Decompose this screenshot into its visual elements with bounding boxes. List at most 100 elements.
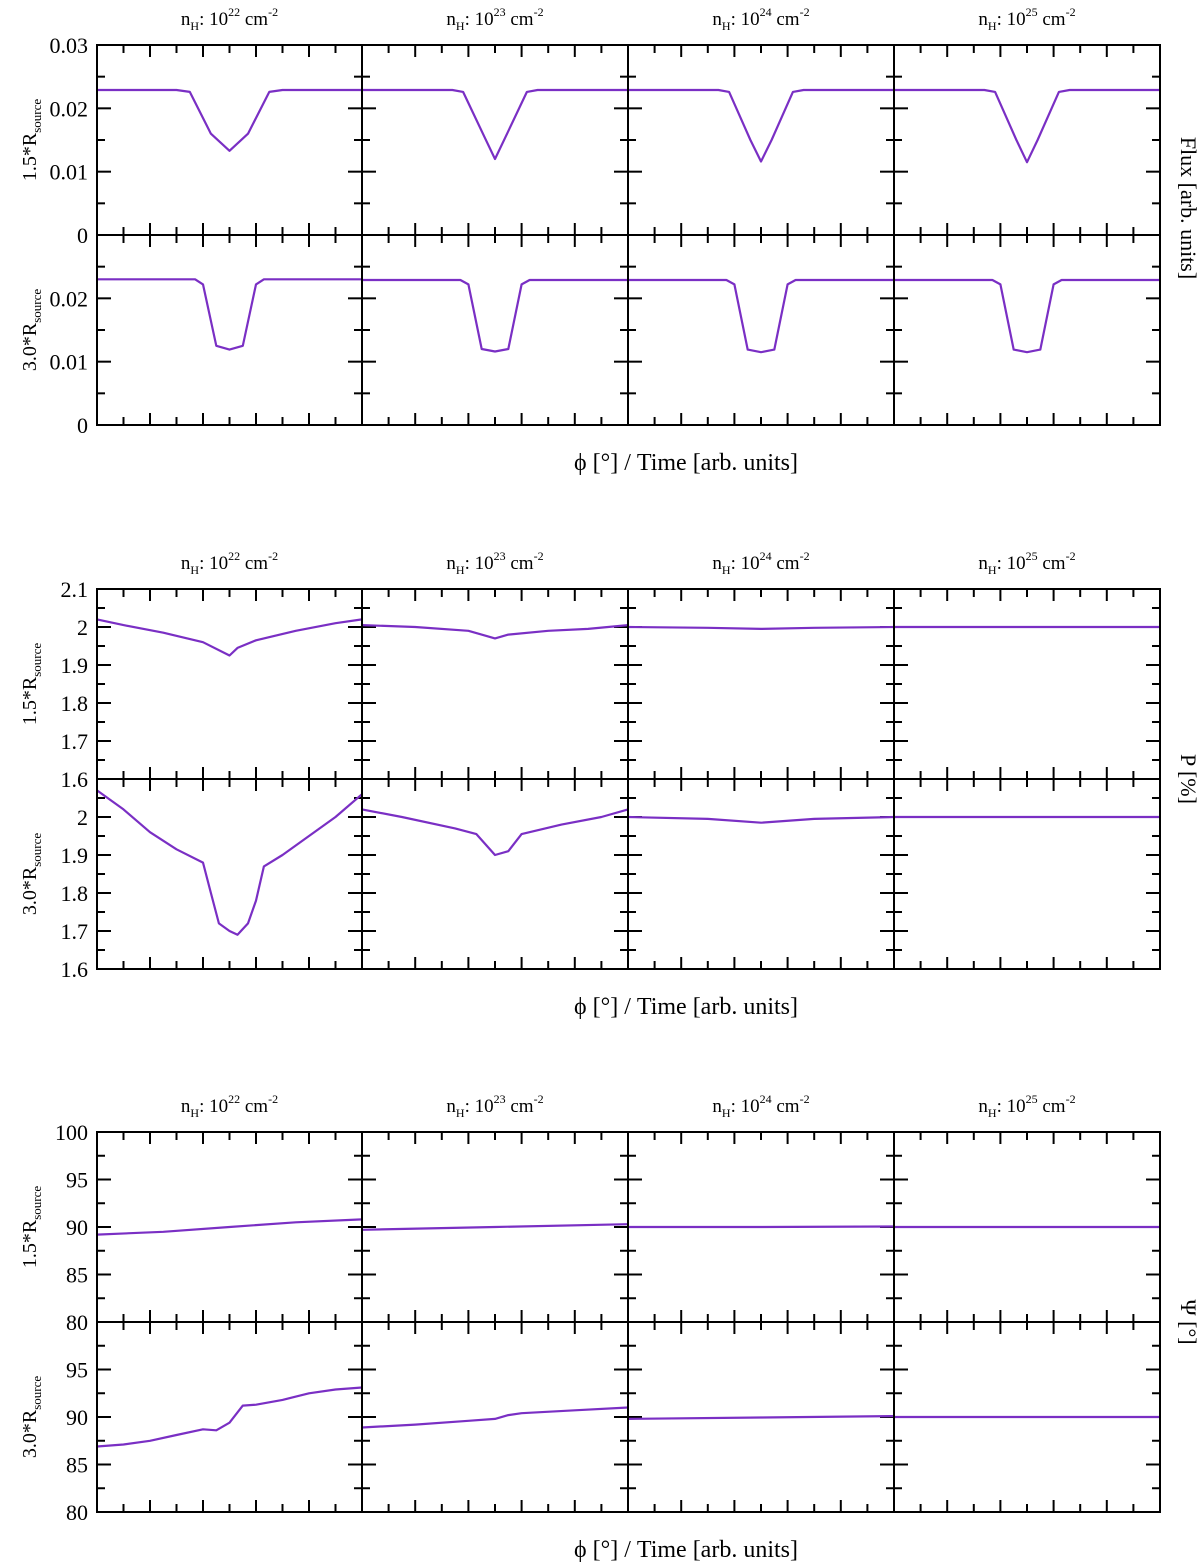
series-line: [97, 278, 362, 351]
y-axis-label: Ψ [°]: [1176, 1299, 1200, 1344]
series-line: [627, 815, 895, 824]
panel-frame: [361, 234, 629, 426]
row-label: 1.5*Rsource: [19, 99, 44, 182]
column-title: nH: 1022 cm-2: [181, 5, 278, 33]
panel-frame: [361, 1321, 629, 1513]
y-tick-label: 0: [77, 223, 88, 248]
panel-2-4: [893, 234, 1161, 426]
x-axis-label: ϕ [°] / Time [arb. units]: [574, 994, 798, 1020]
panel-1-1: [96, 588, 363, 780]
panel-frame: [627, 44, 895, 236]
column-title: nH: 1024 cm-2: [712, 5, 809, 33]
panel-1-1: [96, 1131, 363, 1323]
panel-frame: [893, 778, 1161, 970]
series-line: [362, 88, 628, 161]
panel-frame: [893, 1321, 1161, 1513]
chart-block-angle: nH: 1022 cm-2 nH: 1023 cm-2 nH: 1024 cm-2 n…: [19, 1092, 1200, 1563]
row-label: 1.5*Rsource: [19, 1186, 44, 1269]
y-tick-label: 0.01: [50, 160, 89, 185]
y-tick-label: 100: [55, 1120, 88, 1145]
column-title: nH: 1025 cm-2: [978, 5, 1075, 33]
column-title: nH: 1023 cm-2: [446, 549, 543, 577]
y-tick-label: 80: [66, 1500, 88, 1525]
panel-2-1: [96, 1321, 363, 1513]
panel-2-2: [361, 234, 629, 426]
series-line: [361, 624, 629, 640]
y-tick-label: 90: [66, 1405, 88, 1430]
y-tick-label: 1.6: [61, 957, 89, 982]
y-tick-label: 90: [66, 1215, 88, 1240]
panel-frame: [96, 44, 363, 236]
y-tick-label: 95: [66, 1358, 88, 1383]
y-tick-label: 1.7: [61, 919, 89, 944]
series-line: [96, 618, 363, 657]
panel-frame: [627, 234, 895, 426]
panel-frame: [627, 778, 895, 970]
column-title: nH: 1024 cm-2: [712, 1092, 809, 1120]
series-line: [97, 88, 362, 152]
panel-1-1: [96, 44, 363, 236]
panel-frame: [96, 1321, 363, 1513]
panel-2-1: [96, 778, 363, 970]
panel-1-4: [893, 1131, 1161, 1323]
panel-1-3: [627, 44, 895, 236]
x-axis-label: ϕ [°] / Time [arb. units]: [574, 450, 798, 476]
panel-frame: [627, 588, 895, 780]
panel-1-2: [361, 588, 629, 780]
series-line: [362, 278, 628, 353]
y-tick-label: 1.9: [61, 653, 89, 678]
panel-2-1: [96, 234, 363, 426]
y-tick-label: 0.02: [50, 96, 89, 121]
column-title: nH: 1022 cm-2: [181, 1092, 278, 1120]
panel-frame: [893, 44, 1161, 236]
row-label: 3.0*Rsource: [19, 289, 44, 372]
panel-1-3: [627, 1131, 895, 1323]
chart-block-polarization: nH: 1022 cm-2 nH: 1023 cm-2 nH: 1024 cm-2 n…: [19, 549, 1200, 1020]
column-title: nH: 1025 cm-2: [978, 1092, 1075, 1120]
panel-1-2: [361, 1131, 629, 1323]
y-tick-label: 0: [77, 413, 88, 438]
panel-1-4: [893, 588, 1161, 780]
panel-2-3: [627, 234, 895, 426]
panel-2-4: [893, 778, 1161, 970]
series-line: [361, 1406, 629, 1429]
series-line: [361, 1223, 629, 1231]
panel-frame: [361, 778, 629, 970]
row-label: 3.0*Rsource: [19, 833, 44, 916]
series-line: [96, 1218, 363, 1236]
column-title: nH: 1023 cm-2: [446, 1092, 543, 1120]
panel-2-2: [361, 778, 629, 970]
panel-1-2: [361, 44, 629, 236]
panel-2-3: [627, 1321, 895, 1513]
panel-2-3: [627, 778, 895, 970]
series-line: [96, 789, 363, 936]
y-tick-label: 1.9: [61, 843, 89, 868]
y-tick-label: 0.03: [50, 33, 89, 58]
series-line: [894, 278, 1160, 354]
series-line: [627, 1415, 895, 1420]
column-title: nH: 1023 cm-2: [446, 5, 543, 33]
y-tick-label: 1.7: [61, 729, 89, 754]
series-line: [628, 278, 894, 354]
series-line: [96, 1386, 363, 1448]
column-title: nH: 1025 cm-2: [978, 549, 1075, 577]
panel-frame: [96, 588, 363, 780]
y-tick-label: 2.1: [61, 577, 89, 602]
panel-frame: [361, 588, 629, 780]
y-tick-label: 1.8: [61, 691, 89, 716]
y-axis-label: P [%]: [1176, 754, 1200, 804]
series-line: [628, 1225, 895, 1229]
y-tick-label: 1.6: [61, 767, 89, 792]
panel-frame: [96, 778, 363, 970]
panel-2-4: [893, 1321, 1161, 1513]
series-line: [894, 88, 1160, 164]
row-label: 3.0*Rsource: [19, 1376, 44, 1459]
y-tick-label: 2: [77, 615, 88, 640]
column-title: nH: 1022 cm-2: [181, 549, 278, 577]
y-tick-label: 95: [66, 1168, 88, 1193]
y-axis-label: Flux [arb. units]: [1176, 137, 1200, 279]
series-line: [361, 808, 629, 857]
panel-frame: [893, 234, 1161, 426]
y-tick-label: 85: [66, 1263, 88, 1288]
